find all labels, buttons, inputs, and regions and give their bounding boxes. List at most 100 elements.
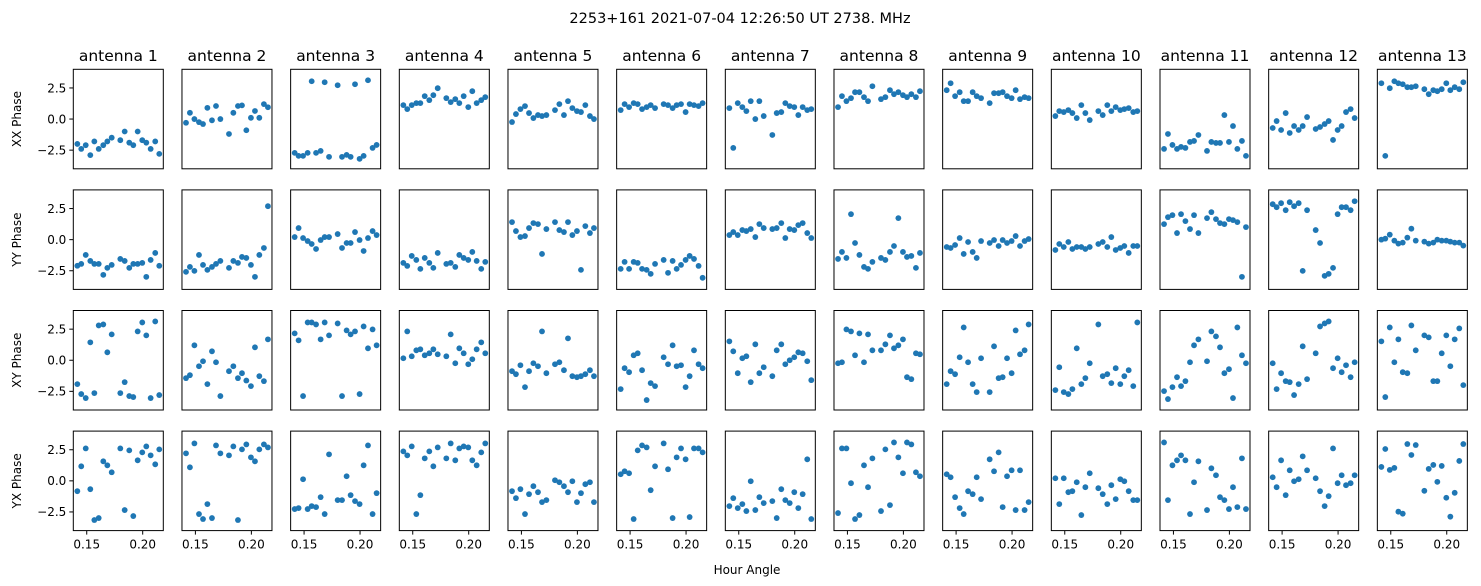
data-point <box>452 457 459 464</box>
data-point <box>591 373 597 380</box>
data-point <box>522 511 528 517</box>
subplot-xy-antenna-9 <box>942 310 1034 411</box>
data-point <box>108 134 115 141</box>
data-point <box>243 441 250 448</box>
axes-frame <box>398 310 490 411</box>
data-point <box>778 109 785 115</box>
subplot-yy-antenna-9 <box>942 189 1034 290</box>
data-point <box>578 490 584 497</box>
data-point <box>861 462 867 469</box>
data-point <box>308 241 315 247</box>
y-axis-label: YY Phase <box>10 212 24 267</box>
y-tick-label: 0.0 <box>47 112 66 126</box>
data-point <box>482 259 489 265</box>
data-point <box>1243 506 1249 512</box>
data-point <box>447 260 454 266</box>
data-point <box>882 341 889 348</box>
data-point <box>747 226 754 232</box>
data-point <box>786 500 793 507</box>
data-point <box>539 251 545 257</box>
data-point <box>869 259 876 265</box>
data-point <box>652 463 658 470</box>
data-point <box>1099 239 1106 245</box>
data-point <box>413 511 420 517</box>
data-point <box>1425 466 1432 472</box>
subplot-xy-antenna-5 <box>507 310 599 411</box>
data-point <box>143 443 150 450</box>
data-point <box>799 104 806 111</box>
data-point <box>121 128 128 135</box>
data-point <box>1095 485 1102 492</box>
data-point <box>778 341 785 348</box>
x-tick-label: 0.20 <box>673 538 700 552</box>
data-point <box>1191 479 1197 486</box>
data-point <box>74 381 81 388</box>
data-point <box>1334 355 1341 362</box>
data-point <box>1395 508 1402 515</box>
data-point <box>239 102 245 109</box>
data-point <box>895 454 902 461</box>
y-tick-label: 2.5 <box>47 443 66 457</box>
data-point <box>887 502 893 508</box>
data-point <box>134 128 141 135</box>
data-point <box>652 383 658 390</box>
subplot-xy-antenna-8 <box>833 310 925 411</box>
data-point <box>1025 236 1032 242</box>
data-point <box>852 516 858 522</box>
data-point <box>1234 219 1241 226</box>
data-point <box>417 492 424 499</box>
data-point <box>304 319 311 326</box>
data-point <box>795 505 802 511</box>
data-point <box>587 230 593 236</box>
data-point <box>895 89 902 96</box>
data-point <box>1125 105 1132 111</box>
data-point <box>1108 380 1115 387</box>
data-point <box>430 92 437 99</box>
data-point <box>852 240 858 246</box>
data-point <box>126 447 133 454</box>
data-point <box>321 79 328 86</box>
data-point <box>1286 467 1293 474</box>
data-point <box>426 97 433 104</box>
data-point <box>78 146 85 152</box>
data-point <box>782 235 789 241</box>
data-point <box>1004 355 1010 362</box>
antenna-title: antenna 2 <box>188 47 267 65</box>
data-point <box>243 377 250 384</box>
data-point <box>1008 370 1015 377</box>
data-point <box>117 445 124 452</box>
data-point <box>1443 332 1450 339</box>
data-point <box>760 113 767 119</box>
data-point <box>104 264 111 271</box>
data-point <box>252 273 258 280</box>
data-point <box>795 222 802 229</box>
data-point <box>752 116 759 122</box>
antenna-title: antenna 9 <box>948 47 1027 65</box>
data-point <box>478 265 485 272</box>
data-point <box>291 149 298 156</box>
data-point <box>887 332 893 339</box>
data-point <box>869 347 876 354</box>
data-point <box>217 450 224 457</box>
data-point <box>621 101 628 108</box>
data-point <box>991 237 997 243</box>
data-point <box>139 449 146 456</box>
axes-frame <box>1268 68 1360 170</box>
data-point <box>617 386 624 393</box>
data-point <box>1317 240 1323 246</box>
data-point <box>400 448 407 455</box>
data-point <box>799 220 806 227</box>
data-point <box>752 507 759 513</box>
axes-frame <box>1050 189 1142 290</box>
data-point <box>248 262 254 268</box>
data-point <box>1204 147 1210 154</box>
data-point <box>117 390 124 396</box>
antenna-title: antenna 3 <box>296 47 375 65</box>
data-point <box>943 87 950 94</box>
x-tick-label: 0.20 <box>999 538 1026 552</box>
data-point <box>347 331 354 338</box>
data-point <box>543 112 550 118</box>
data-point <box>943 381 950 388</box>
data-point <box>543 497 550 504</box>
